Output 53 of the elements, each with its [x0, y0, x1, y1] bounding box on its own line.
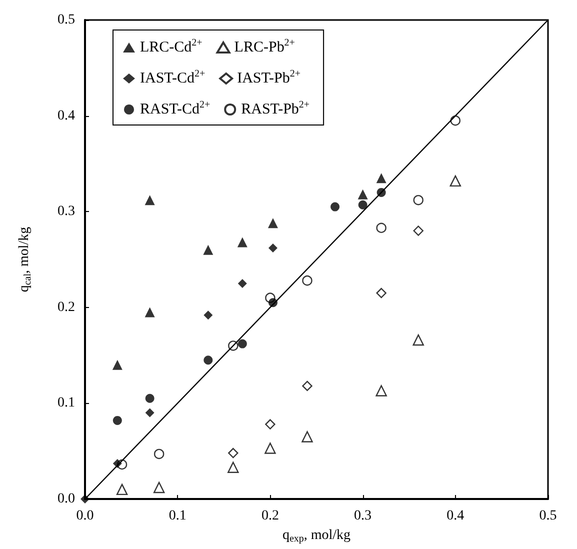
x-tick-label: 0.5 [539, 508, 557, 524]
x-tick-label: 0.3 [354, 508, 372, 524]
point [80, 494, 90, 504]
point [376, 385, 387, 396]
point [237, 237, 248, 248]
y-axis-title: qcal, mol/kg [17, 226, 34, 292]
point [376, 288, 386, 298]
x-tick-label: 0.0 [76, 508, 94, 524]
point [204, 310, 213, 320]
y-tick-label: 0.5 [58, 12, 75, 28]
y-tick-label: 0.3 [58, 204, 75, 220]
point [413, 195, 424, 206]
point [376, 222, 386, 233]
point [358, 200, 368, 210]
x-tick-label: 0.1 [168, 508, 186, 524]
point [145, 394, 154, 403]
point [153, 482, 165, 494]
y-tick-label: 0.0 [58, 492, 75, 506]
point [238, 278, 247, 288]
point [145, 408, 154, 418]
point [413, 226, 424, 236]
point [112, 360, 122, 370]
y-tick-label: 0.4 [58, 108, 75, 124]
point [450, 115, 460, 126]
point [358, 189, 368, 200]
point [203, 244, 214, 255]
point [154, 448, 164, 460]
y-tick-label: 0.2 [58, 300, 75, 315]
y-tick-label: 0.1 [58, 396, 75, 411]
point [228, 340, 238, 351]
point [302, 380, 312, 392]
point [144, 195, 155, 206]
x-tick-label: 0.4 [446, 508, 464, 524]
point [204, 356, 213, 365]
x-tick-label: 0.2 [261, 508, 279, 524]
point [116, 484, 128, 496]
point [268, 218, 278, 228]
point [302, 431, 313, 442]
point [450, 175, 461, 187]
point [264, 442, 276, 454]
point [116, 459, 128, 470]
point [268, 244, 278, 253]
point [265, 419, 276, 430]
point [265, 292, 276, 303]
point [412, 334, 424, 346]
point [330, 202, 340, 212]
point [112, 416, 122, 425]
point [376, 173, 386, 184]
point [144, 307, 155, 318]
point [302, 275, 312, 286]
point [228, 448, 238, 458]
point [228, 462, 239, 473]
point [238, 339, 247, 348]
